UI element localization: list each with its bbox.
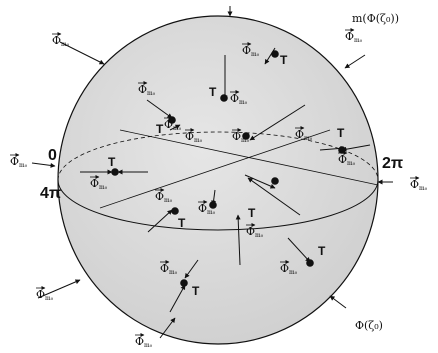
field-point [180,279,188,287]
label-m-phi-zeta: m(Φ(ζ₀)) [352,12,399,25]
field-arrow [235,214,241,266]
field-point [171,207,179,215]
field-point [271,177,279,185]
t-labels: T T T T T T T T T [108,53,345,298]
t-label: T [280,53,288,67]
field-symbol-subscript: m₀ [207,209,216,216]
field-arrow [169,124,181,131]
field-arrow [287,237,311,263]
field-symbol-label: Φm₀ [135,335,153,349]
field-symbol-subscript: m₀ [241,137,250,144]
field-symbol-subscript: m₀ [354,37,363,44]
field-arrow [344,54,366,69]
field-point [242,132,250,140]
field-symbol-label: Φm₀ [52,34,70,48]
field-symbol-subscript: m₀ [169,269,178,276]
field-symbol-label: Φm₀ [36,288,54,302]
field-point [271,50,279,58]
field-points [111,50,346,287]
t-label: T [156,122,164,136]
cross-line-2 [99,129,331,209]
field-arrow [249,104,306,141]
equator-back [57,131,379,181]
field-arrow [159,317,176,339]
field-arrow [169,284,186,313]
t-label: T [209,85,217,99]
equator-front [57,179,379,231]
field-symbol-subscript: m₀ [239,99,248,106]
label-four-pi: 4π [40,185,61,202]
field-symbol-subscript: m₀ [144,342,153,349]
t-label: T [108,155,116,169]
field-point [220,94,228,102]
field-symbol-label: Φm₀ [10,155,28,169]
t-label: T [192,284,200,298]
t-label: T [248,206,256,220]
field-symbol-subscript: m₀ [419,185,428,192]
t-label: T [318,244,326,258]
field-symbol-subscript: m₀ [164,197,173,204]
field-symbol-subscript: m₀ [61,41,70,48]
sphere [57,15,379,345]
field-symbol-subscript: m₀ [251,51,260,58]
field-symbol-subscript: m₀ [304,135,313,142]
field-arrow [147,209,173,233]
t-label: T [337,126,345,140]
field-symbol-label: Φm₀ [410,178,428,192]
field-arrow [37,279,81,299]
field-arrow [31,162,56,168]
field-arrow [59,41,105,65]
field-arrow [244,174,276,189]
field-arrow [247,177,301,216]
field-symbol-subscript: m₀ [147,90,156,97]
t-label: T [178,216,186,230]
field-arrow [184,259,199,279]
field-symbol-subscript: m₀ [194,137,203,144]
label-zero: 0 [48,147,57,164]
field-symbol-subscript: m₀ [347,160,356,167]
field-point [111,168,119,176]
label-phi-zeta: Φ(ζ₀) [355,319,383,332]
field-symbol-subscript: m₀ [289,269,298,276]
field-symbol-subscript: m₀ [173,125,182,132]
field-arrow [146,99,173,119]
field-arrow [341,144,371,152]
label-two-pi: 2π [382,155,403,172]
field-symbol-subscript: m₀ [255,232,264,239]
field-point [209,201,217,209]
field-symbol-subscript: m₀ [19,162,28,169]
field-symbol-label: Φm₀ [345,30,363,44]
field-arrow [329,295,347,309]
field-symbol-subscript: m₀ [99,184,108,191]
field-point [306,259,314,267]
field-symbol-subscript: m₀ [45,295,54,302]
